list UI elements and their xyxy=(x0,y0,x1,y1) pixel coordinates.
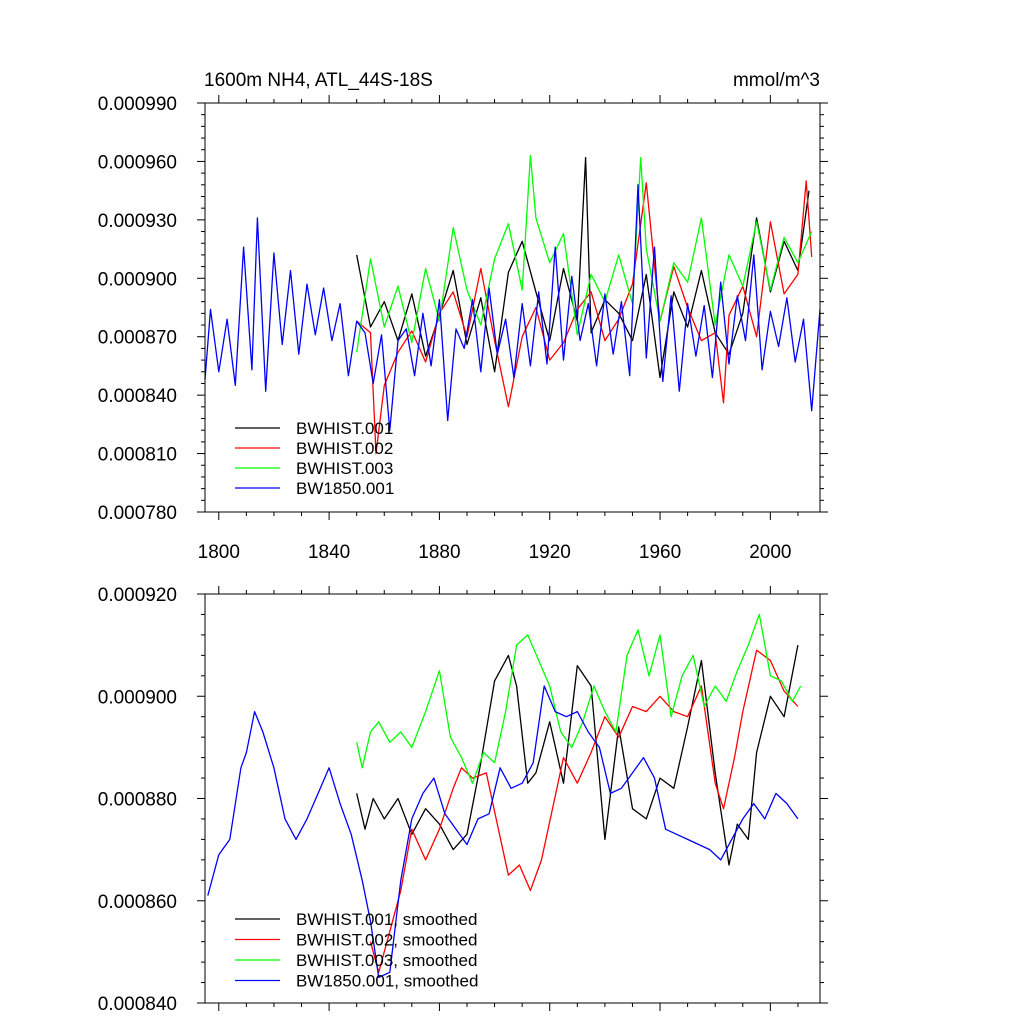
plot-frame xyxy=(204,102,821,513)
series-line-bwhist-003 xyxy=(356,154,813,353)
bottom-series-layer xyxy=(207,613,802,979)
bottom-panel: 0.000840 0.000860 0.000880 0.000900 0.000920… xyxy=(98,585,828,1015)
y-tick-label: 0.000780 xyxy=(98,503,177,524)
legend-label: BWHIST.003, smoothed xyxy=(296,951,477,970)
legend-label: BWHIST.001 xyxy=(296,419,393,438)
y-tick-label: 0.000990 xyxy=(98,94,177,115)
y-tick-label: 0.000930 xyxy=(98,211,177,232)
x-tick-label: 1880 xyxy=(418,542,460,563)
legend-label: BWHIST.002 xyxy=(296,439,393,458)
y-tick-label: 0.000900 xyxy=(98,687,177,708)
top-series-layer xyxy=(204,154,821,455)
x-tick-label: 1960 xyxy=(639,542,681,563)
series-line-bwhist-002-smoothed xyxy=(369,649,799,973)
x-tick-label: 1920 xyxy=(529,542,571,563)
y-tick-label: 0.000920 xyxy=(98,585,177,606)
top-panel: 1600m NH4, ATL_44S-18S mmol/m^3 0.000780… xyxy=(98,70,828,563)
x-tick-label: 2000 xyxy=(749,542,791,563)
legend-label: BW1850.001 xyxy=(296,479,394,498)
series-line-bwhist-003-smoothed xyxy=(356,613,802,784)
x-tick-label: 1840 xyxy=(308,542,350,563)
top-panel-units: mmol/m^3 xyxy=(733,70,820,91)
y-tick-label: 0.000810 xyxy=(98,445,177,466)
y-tick-label: 0.000840 xyxy=(98,994,177,1015)
series-line-bwhist-001-smoothed xyxy=(356,644,799,866)
legend-label: BWHIST.003 xyxy=(296,459,393,478)
y-tick-label: 0.000900 xyxy=(98,269,177,290)
top-panel-title: 1600m NH4, ATL_44S-18S xyxy=(204,70,433,91)
y-tick-label: 0.000870 xyxy=(98,328,177,349)
series-line-bwhist-001 xyxy=(356,156,810,379)
bottom-axes-layer: 0.000840 0.000860 0.000880 0.000900 0.000920 xyxy=(98,585,828,1015)
legend-label: BW1850.001, smoothed xyxy=(296,972,478,991)
series-line-bw1850-001-smoothed xyxy=(207,685,799,979)
top-axes-layer: 0.000780 0.000810 0.000840 0.000870 0.000900… xyxy=(98,94,828,563)
y-tick-label: 0.000840 xyxy=(98,386,177,407)
series-line-bwhist-002 xyxy=(356,180,813,455)
legend-label: BWHIST.001, smoothed xyxy=(296,910,477,929)
bottom-legend: BWHIST.001, smoothed BWHIST.002, smoothed… xyxy=(235,910,478,991)
y-tick-label: 0.000880 xyxy=(98,790,177,811)
y-tick-label: 0.000960 xyxy=(98,152,177,173)
legend-label: BWHIST.002, smoothed xyxy=(296,931,477,950)
series-line-bw1850-001 xyxy=(204,184,821,431)
x-tick-label: 1800 xyxy=(198,542,240,563)
y-tick-label: 0.000860 xyxy=(98,892,177,913)
